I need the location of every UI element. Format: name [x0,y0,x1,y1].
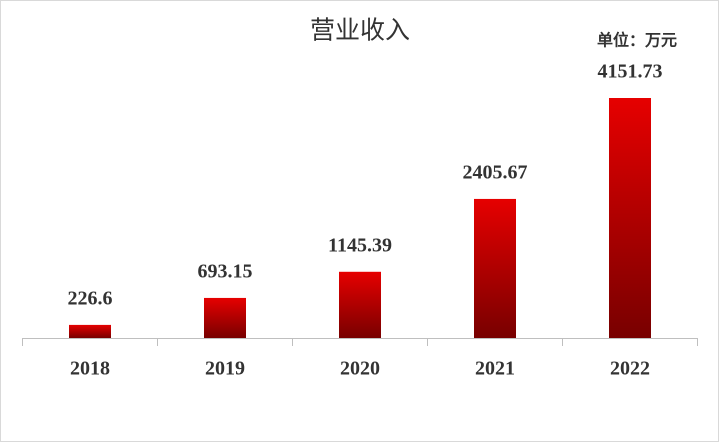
value-label: 1145.39 [328,234,392,256]
value-label: 693.15 [198,261,253,283]
bar [474,198,516,338]
x-tick-label: 2020 [340,358,380,380]
bar [204,297,246,338]
x-tick-label: 2018 [70,358,110,380]
bar [609,98,651,338]
value-label: 4151.73 [598,61,663,83]
value-label: 2405.67 [463,162,528,184]
value-label: 226.6 [68,287,113,309]
x-tick-label: 2022 [610,358,650,380]
bar [69,324,111,338]
chart-title: 营业收入 [310,17,410,45]
x-tick-label: 2019 [205,358,245,380]
x-tick-label: 2021 [475,358,515,380]
bar [339,271,381,338]
unit-label: 单位：万元 [597,31,677,50]
